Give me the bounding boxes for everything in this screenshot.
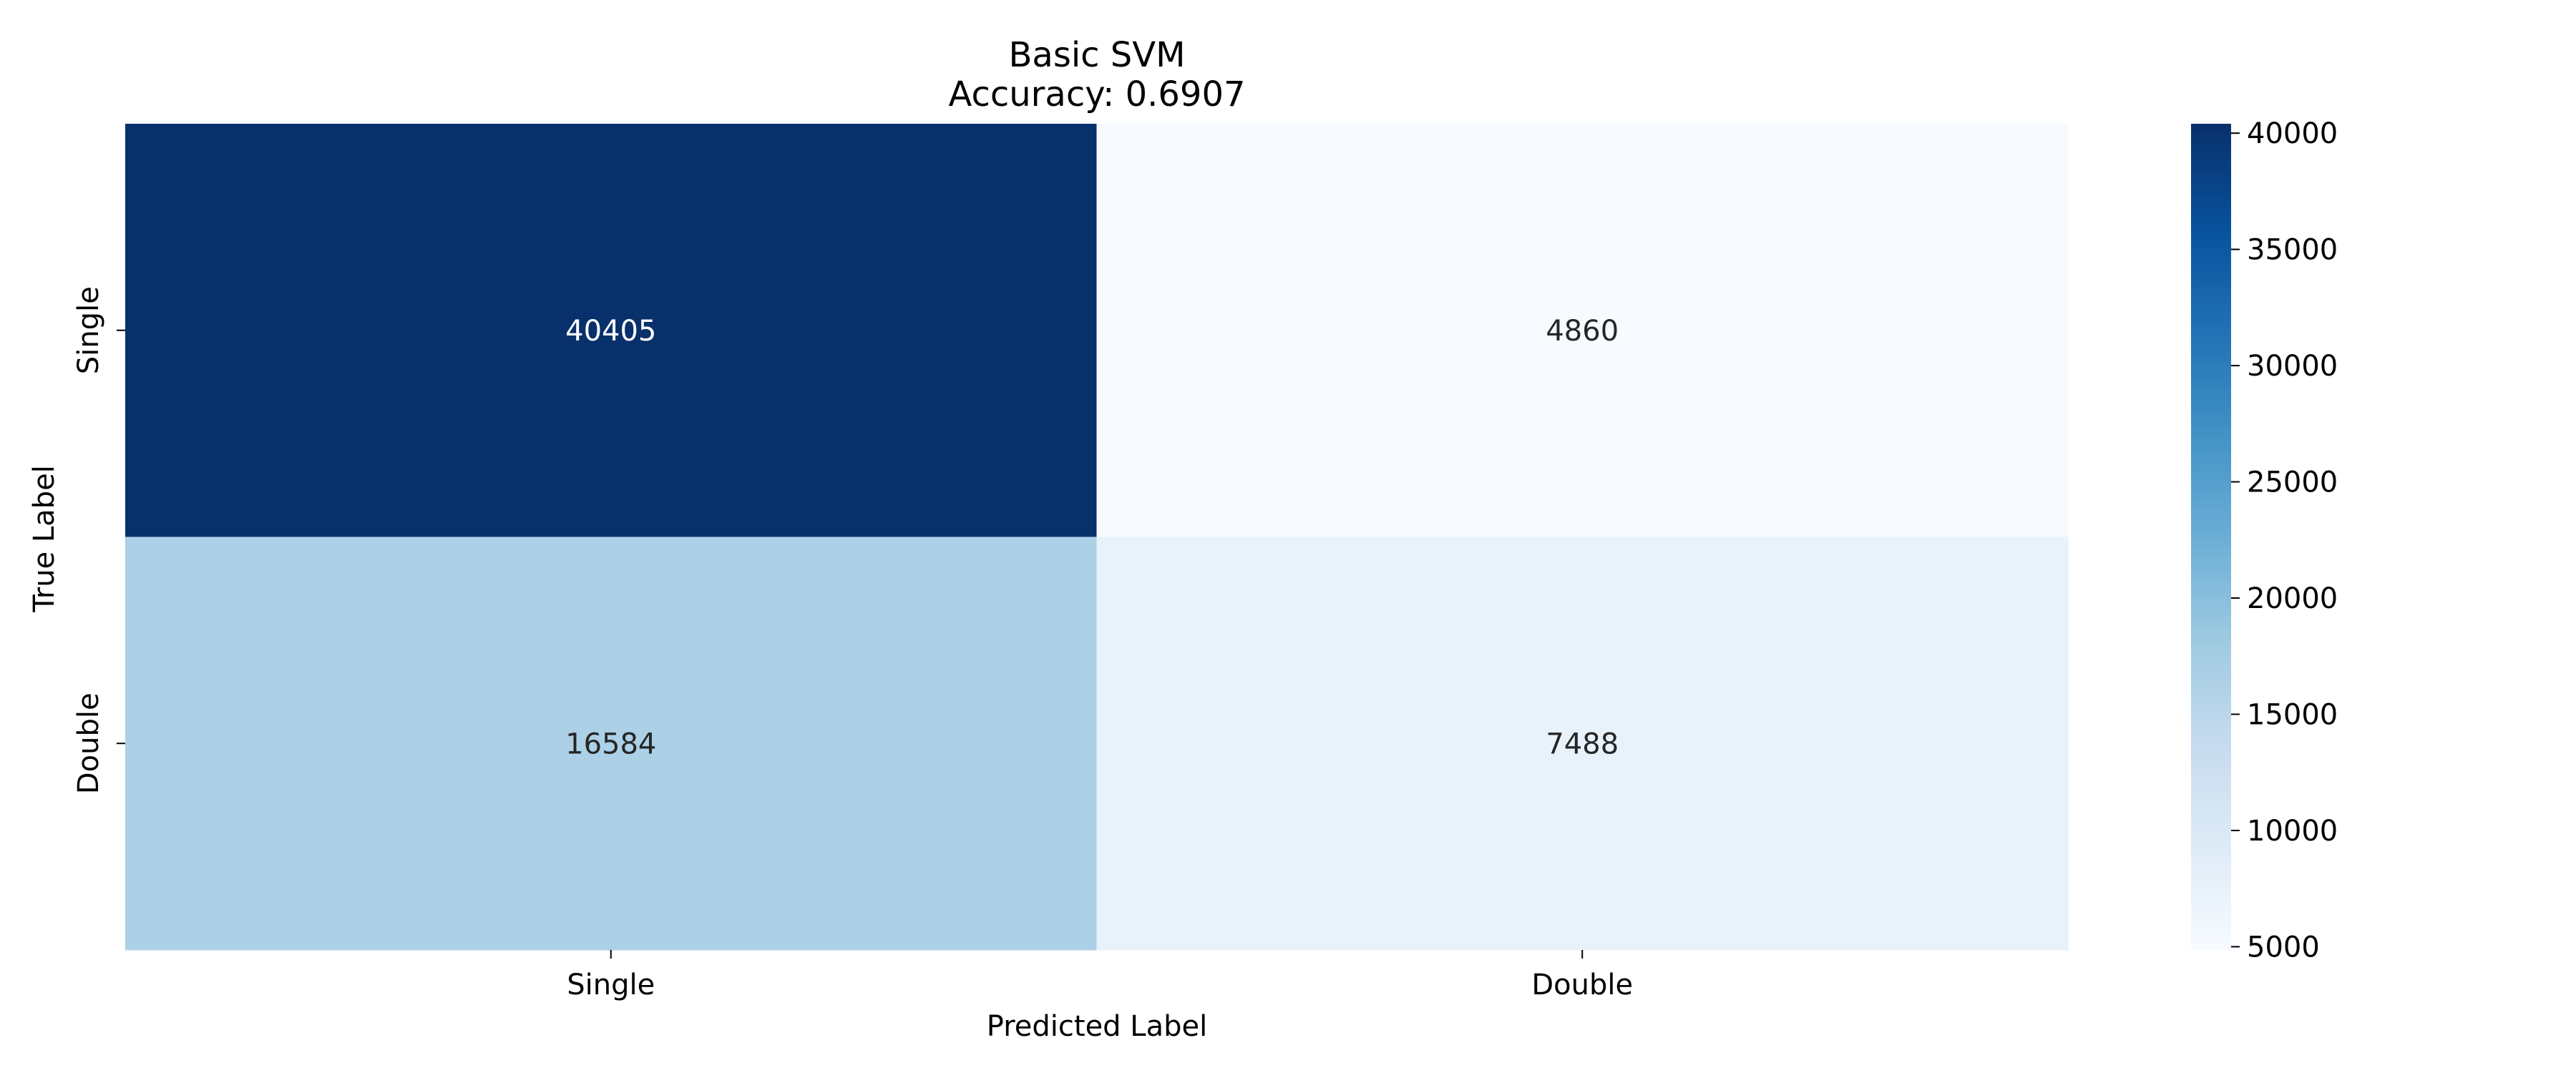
heatmap-cells <box>125 124 2069 951</box>
colorbar-tick-label: 40000 <box>2247 117 2338 150</box>
colorbar-tick-label: 25000 <box>2247 466 2338 499</box>
heatmap-cell <box>1096 536 2069 951</box>
colorbar <box>2191 124 2231 950</box>
cell-value-label: 40405 <box>565 315 656 348</box>
cell-value-label: 7488 <box>1546 727 1619 760</box>
colorbar-tick-label: 30000 <box>2247 350 2338 383</box>
x-axis-ticks: Single Double <box>567 950 1633 1001</box>
x-axis-label: Predicted Label <box>987 1010 1207 1043</box>
y-axis-label: True Label <box>28 465 61 613</box>
cell-value-label: 16584 <box>565 727 656 760</box>
chart-subtitle: Accuracy: 0.6907 <box>948 74 1245 114</box>
x-tick-label: Single <box>567 969 655 1001</box>
heatmap-cell-labels: 40405 4860 16584 7488 <box>565 315 1619 761</box>
x-tick-label: Double <box>1531 969 1633 1001</box>
colorbar-tick-label: 20000 <box>2247 582 2338 615</box>
heatmap-cell <box>1096 124 2069 537</box>
y-tick-label: Single <box>72 286 105 374</box>
colorbar-tick-label: 15000 <box>2247 699 2338 732</box>
colorbar-tick-label: 35000 <box>2247 234 2338 267</box>
y-tick-label: Double <box>72 692 105 794</box>
colorbar-tick-label: 5000 <box>2247 931 2320 964</box>
heatmap-cell <box>125 536 1097 951</box>
y-axis-ticks: Single Double <box>72 286 125 794</box>
colorbar-ticks: 5000 10000 15000 20000 25000 30000 35000 40000 <box>2231 117 2338 964</box>
heatmap-cell <box>125 124 1097 537</box>
chart-title: Basic SVM <box>1008 35 1185 75</box>
cell-value-label: 4860 <box>1546 315 1619 348</box>
colorbar-tick-label: 10000 <box>2247 815 2338 848</box>
